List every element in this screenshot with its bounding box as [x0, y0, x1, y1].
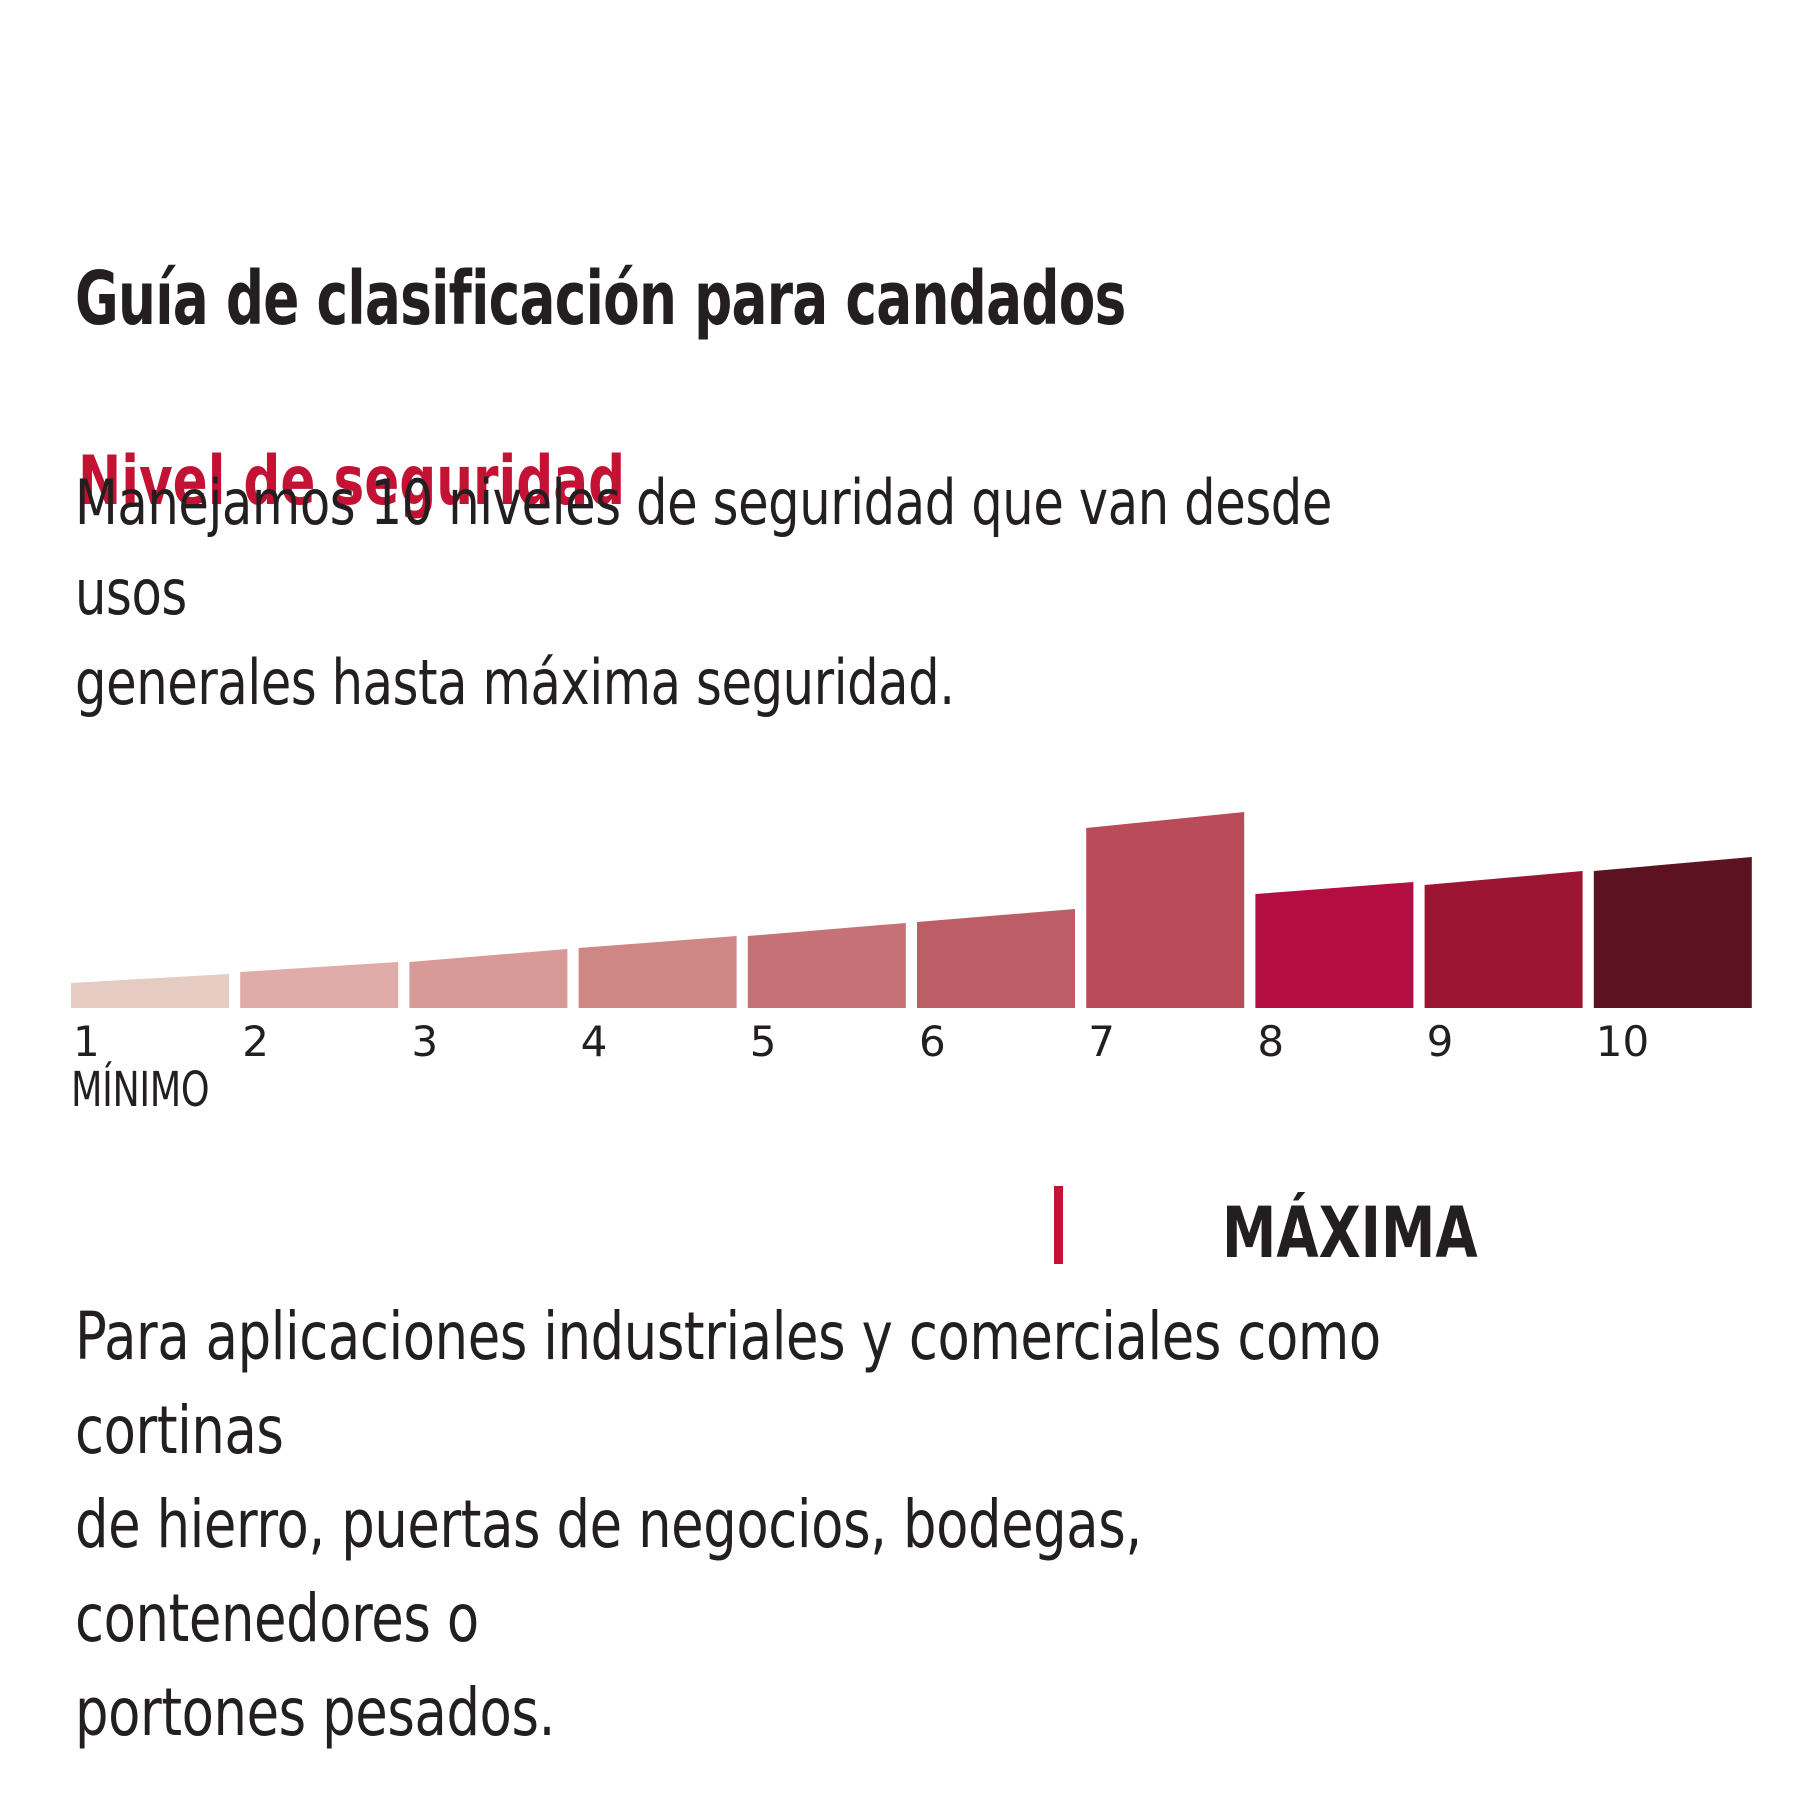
bar-level-5 [747, 923, 906, 1008]
bar-label-10: 10 [1596, 1017, 1649, 1066]
minimum-label: MÍNIMO [71, 1062, 210, 1118]
bar-level-4 [578, 936, 737, 1008]
bar-label-6: 6 [919, 1017, 946, 1066]
maximum-tick-marker [1054, 1186, 1063, 1264]
bar-label-5: 5 [750, 1017, 777, 1066]
bar-label-1: 1 [73, 1017, 100, 1066]
page-title: Guía de clasificación para candados [75, 255, 1126, 342]
bar-label-3: 3 [411, 1017, 438, 1066]
bar-level-1 [71, 974, 229, 1008]
bar-level-7 [1086, 812, 1245, 1008]
bar-level-3 [409, 949, 568, 1008]
bar-label-4: 4 [581, 1017, 608, 1066]
bar-level-10 [1593, 857, 1752, 1008]
intro-text: Manejamos 10 niveles de seguridad que va… [75, 466, 1332, 719]
bar-level-2 [240, 962, 399, 1008]
bar-level-8 [1255, 882, 1414, 1008]
section-heading-security-level: Nivel de seguridad [78, 442, 626, 522]
bar-label-8: 8 [1257, 1017, 1284, 1066]
footer-text: Para aplicaciones industriales y comerci… [75, 1298, 1381, 1751]
bar-label-9: 9 [1427, 1017, 1454, 1066]
bar-level-9 [1424, 871, 1583, 1008]
bar-label-2: 2 [242, 1017, 269, 1066]
maximum-label: MÁXIMA [1222, 1192, 1478, 1274]
bar-level-6 [917, 909, 1075, 1008]
bar-label-7: 7 [1088, 1017, 1115, 1066]
